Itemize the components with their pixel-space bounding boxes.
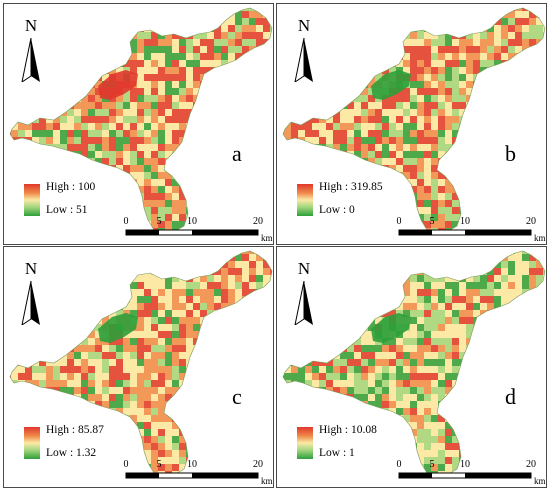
scale-bar-graphic xyxy=(125,472,259,479)
panel-letter: c xyxy=(232,384,242,409)
scale-bar: 0 5 10 20 km xyxy=(395,216,546,244)
scale-unit: km xyxy=(261,476,273,486)
city-boundary xyxy=(9,250,273,478)
scale-bar: 0 5 10 20 km xyxy=(122,216,273,244)
map-panel-c: N c High : 85.87 Low : 1.32 0 5 10 20 km xyxy=(3,246,274,488)
legend-color-ramp xyxy=(24,184,40,216)
legend-low-label: Low : 1 xyxy=(319,447,355,459)
city-boundary xyxy=(282,250,546,478)
legend: High : 85.87 Low : 1.32 xyxy=(24,424,134,471)
map-panel-b: N b High : 319.85 Low : 0 0 5 10 20 km xyxy=(276,3,547,245)
panel-letter: d xyxy=(505,384,516,409)
legend-high-label: High : 10.08 xyxy=(319,424,377,436)
scale-tick-label: 20 xyxy=(253,216,263,227)
legend: High : 10.08 Low : 1 xyxy=(297,424,407,471)
scale-tick-label: 10 xyxy=(187,216,197,227)
panel-letter: a xyxy=(232,141,242,166)
north-arrow: N xyxy=(18,16,44,86)
north-arrow-icon xyxy=(21,281,40,325)
north-arrow: N xyxy=(291,259,317,329)
scale-tick-label: 20 xyxy=(526,216,536,227)
scale-unit: km xyxy=(534,233,546,243)
scale-bar-graphic xyxy=(125,229,259,236)
scale-bar-graphic xyxy=(398,472,532,479)
city-map xyxy=(282,7,546,235)
legend-low-label: Low : 1.32 xyxy=(46,447,97,459)
north-arrow-icon xyxy=(21,38,40,82)
scale-tick-label: 5 xyxy=(156,216,162,227)
north-arrow: N xyxy=(291,16,317,86)
scale-tick-label: 20 xyxy=(526,459,536,470)
legend-high-label: High : 85.87 xyxy=(46,424,104,436)
city-map xyxy=(282,250,546,478)
legend-color-ramp xyxy=(297,184,313,216)
legend: High : 319.85 Low : 0 xyxy=(297,181,407,228)
scale-unit: km xyxy=(261,233,273,243)
legend-high-label: High : 319.85 xyxy=(319,181,383,193)
scale-unit: km xyxy=(534,476,546,486)
scale-bar-graphic xyxy=(398,229,532,236)
legend-low-label: Low : 0 xyxy=(319,204,355,216)
map-panel-d: N d High : 10.08 Low : 1 0 5 10 20 km xyxy=(276,246,547,488)
north-arrow-icon xyxy=(294,38,313,82)
panel-letter: b xyxy=(505,141,516,166)
city-boundary xyxy=(282,7,546,235)
north-label: N xyxy=(297,16,311,35)
legend: High : 100 Low : 51 xyxy=(24,181,134,228)
scale-bar: 0 5 10 20 km xyxy=(395,459,546,487)
city-boundary xyxy=(9,7,273,235)
scale-tick-label: 5 xyxy=(156,459,162,470)
north-arrow: N xyxy=(18,259,44,329)
north-label: N xyxy=(24,16,38,35)
legend-high-label: High : 100 xyxy=(46,181,96,193)
scale-tick-label: 0 xyxy=(123,459,129,470)
north-label: N xyxy=(24,259,38,278)
scale-tick-label: 20 xyxy=(253,459,263,470)
map-panel-a: N a High : 100 Low : 51 0 5 10 20 km xyxy=(3,3,274,245)
scale-tick-label: 10 xyxy=(187,459,197,470)
scale-tick-label: 5 xyxy=(429,459,435,470)
north-arrow-icon xyxy=(294,281,313,325)
city-map xyxy=(9,7,273,235)
scale-tick-label: 0 xyxy=(396,459,402,470)
north-label: N xyxy=(297,259,311,278)
legend-color-ramp xyxy=(24,427,40,459)
legend-low-label: Low : 51 xyxy=(46,204,88,216)
city-map xyxy=(9,250,273,478)
scale-tick-label: 10 xyxy=(460,459,470,470)
scale-tick-label: 0 xyxy=(396,216,402,227)
legend-color-ramp xyxy=(297,427,313,459)
scale-tick-label: 0 xyxy=(123,216,129,227)
scale-tick-label: 10 xyxy=(460,216,470,227)
scale-tick-label: 5 xyxy=(429,216,435,227)
scale-bar: 0 5 10 20 km xyxy=(122,459,273,487)
